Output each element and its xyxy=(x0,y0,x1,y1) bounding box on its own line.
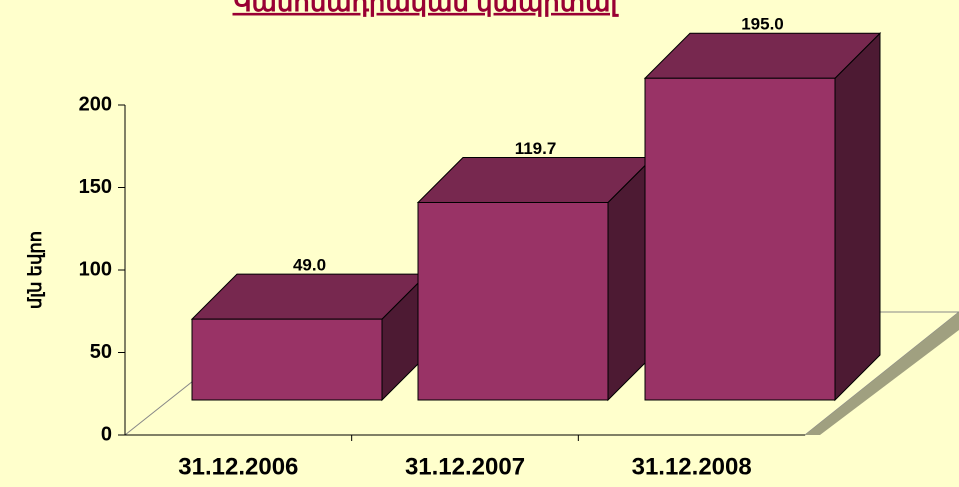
bar xyxy=(417,201,609,401)
x-tick-label: 31.12.2007 xyxy=(405,453,525,480)
y-tick-label: 150 xyxy=(79,176,112,198)
bar xyxy=(644,77,836,401)
floor-edge xyxy=(805,312,959,435)
chart-title: Կանոնադրական կապիտալ xyxy=(233,0,620,17)
value-label: 119.7 xyxy=(515,139,557,158)
y-tick-label: 200 xyxy=(79,93,112,115)
y-tick-label: 0 xyxy=(101,423,112,445)
value-label: 49.0 xyxy=(293,256,326,275)
y-axis-label: մլն եվրո xyxy=(25,231,46,309)
bar xyxy=(191,318,383,401)
bar-side xyxy=(834,32,881,402)
x-tick-label: 31.12.2008 xyxy=(632,453,752,480)
y-tick-label: 50 xyxy=(90,341,112,363)
x-tick-label: 31.12.2006 xyxy=(178,453,298,480)
value-label: 195.0 xyxy=(741,15,784,34)
y-tick-label: 100 xyxy=(79,258,112,280)
